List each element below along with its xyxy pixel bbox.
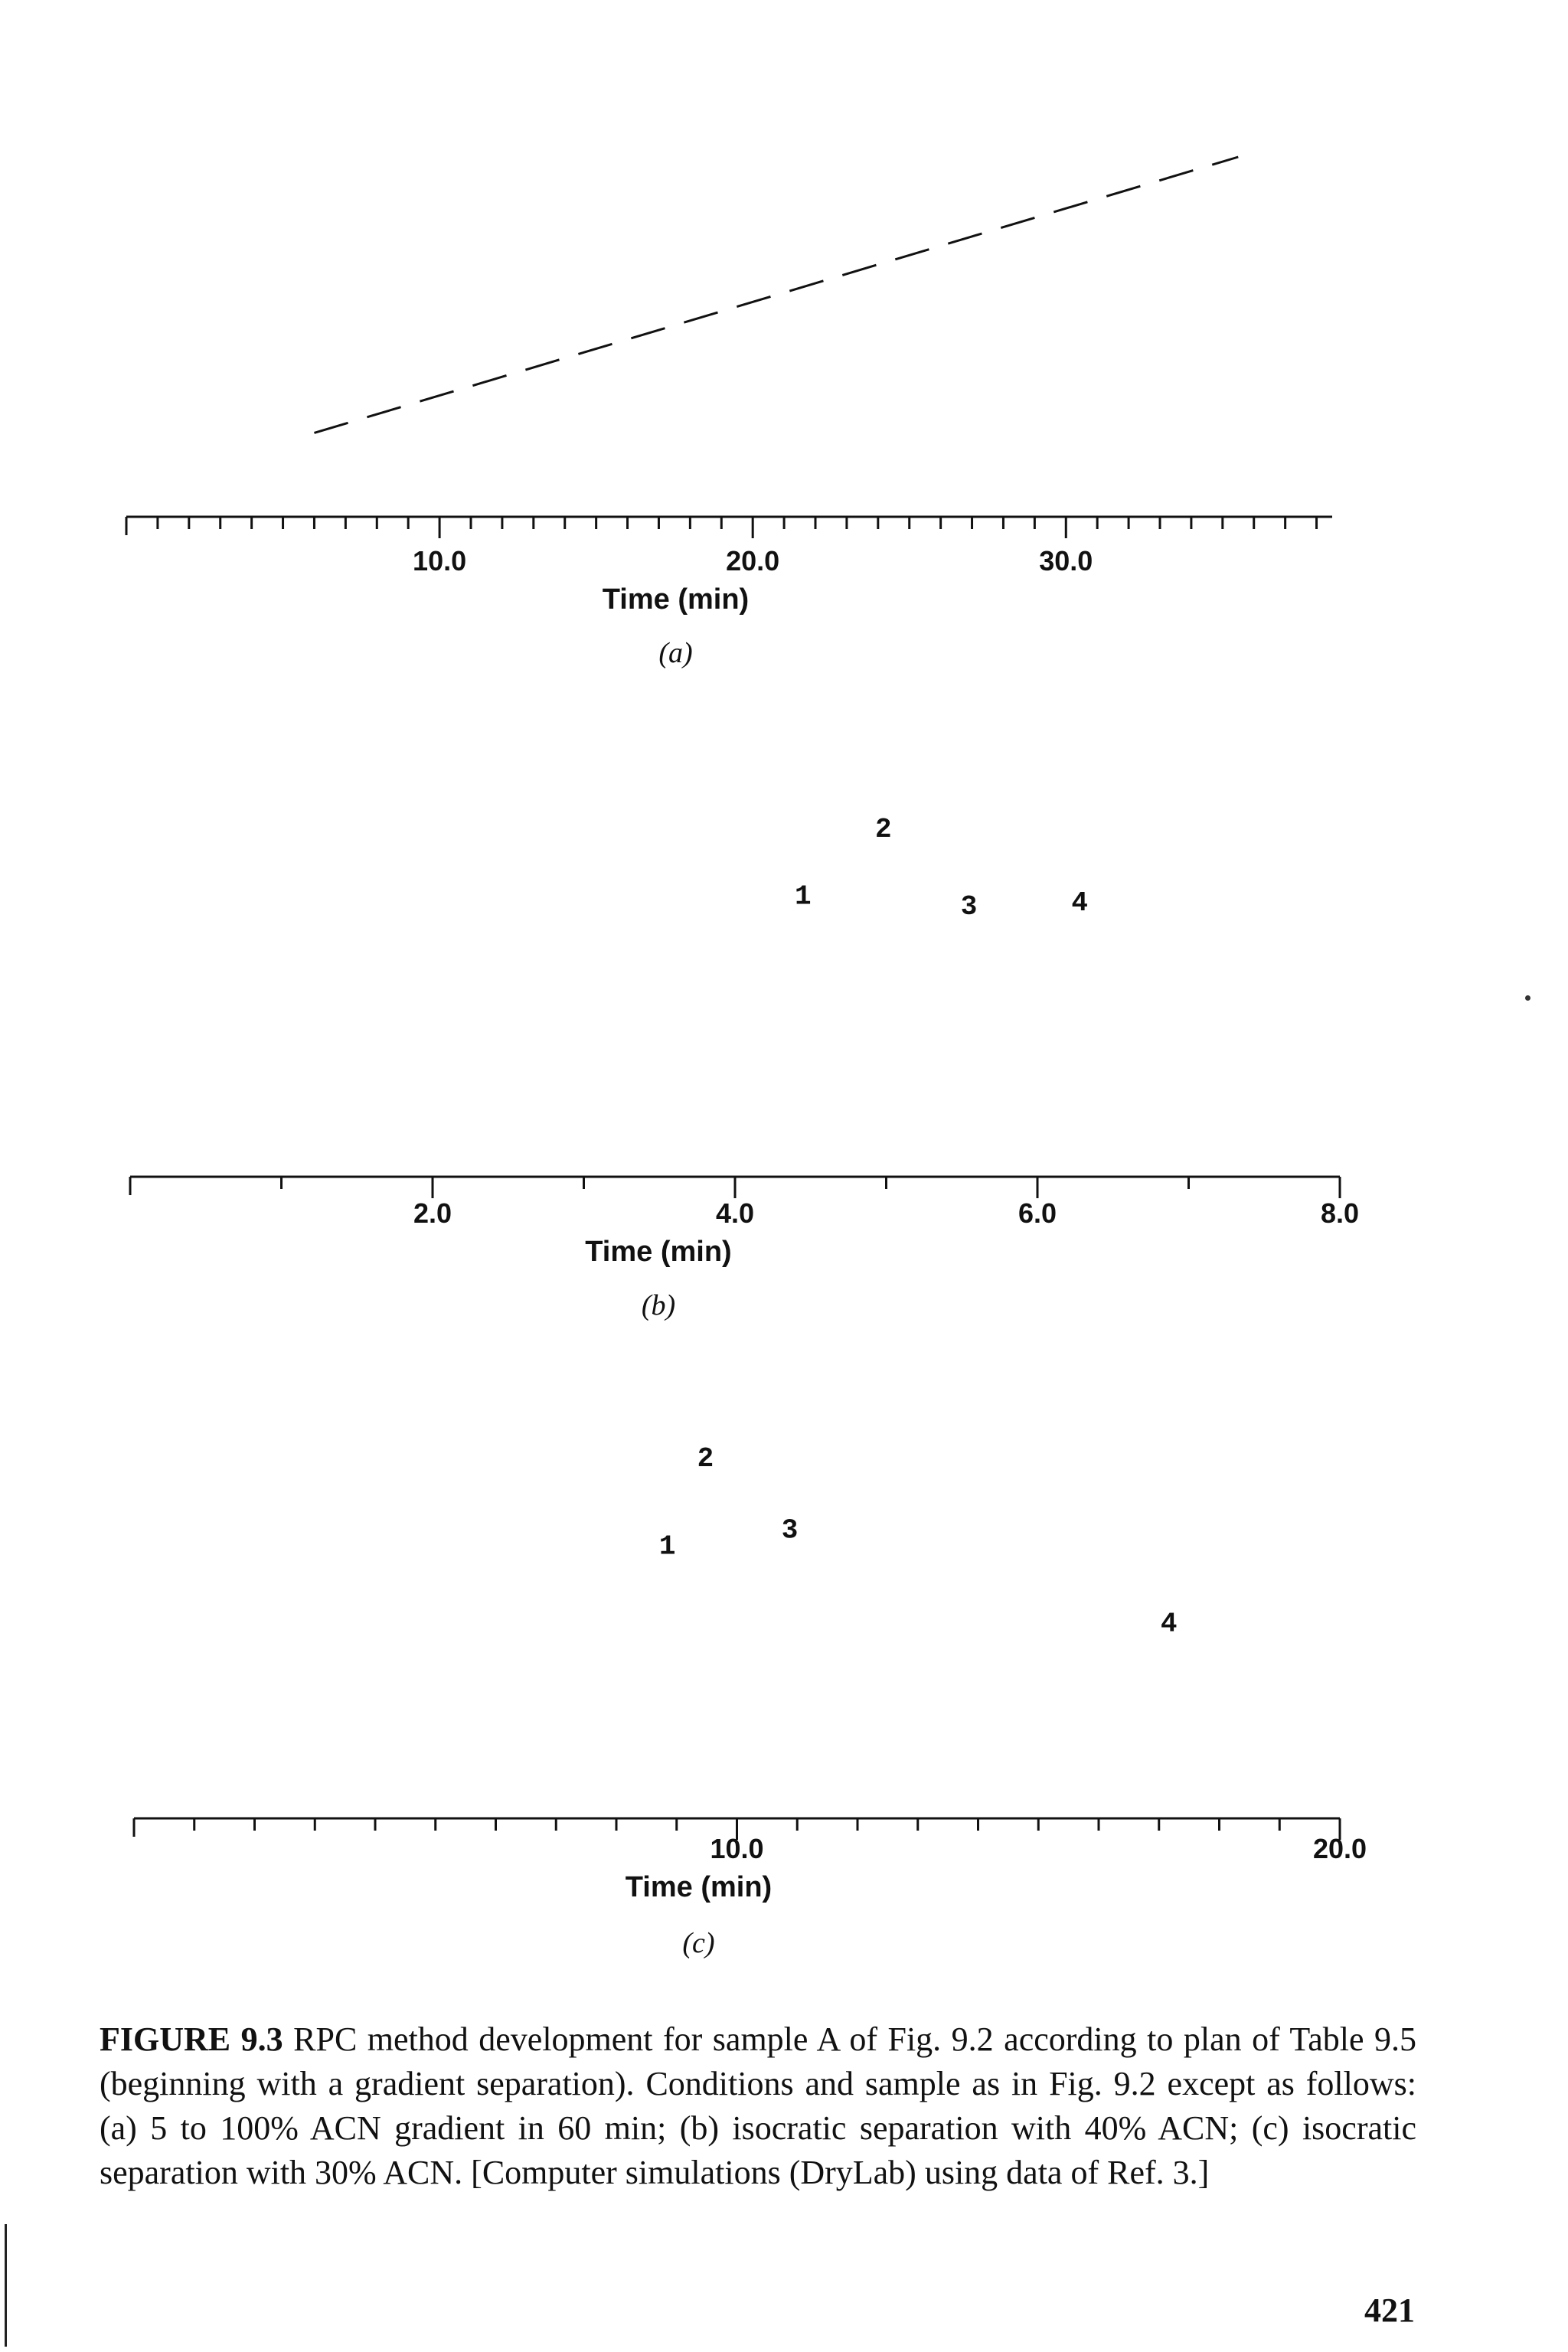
x-tick-label: 10.0 xyxy=(710,1833,763,1864)
panel-label: (b) xyxy=(642,1289,675,1321)
peak-label: 2 xyxy=(875,814,892,845)
x-tick-label: 30.0 xyxy=(1039,545,1093,577)
chromatogram-panel-b: 2.0 4.0 6.0 8.0 Time (min) (b) 1 2 3 4 xyxy=(130,814,1359,1321)
page-number: 421 xyxy=(1364,2292,1415,2329)
peak-label: 3 xyxy=(961,891,978,923)
chromatogram-figure: 10.0 20.0 30.0 Time (min) (a) 2.0 4.0 6.0 8.0 Tim… xyxy=(0,0,1367,1959)
x-axis-title: Time (min) xyxy=(603,583,749,616)
x-tick-label: 2.0 xyxy=(413,1197,452,1229)
chromatogram-panel-a: 10.0 20.0 30.0 Time (min) (a) xyxy=(126,157,1332,669)
binding-edge-mark xyxy=(5,2224,7,2347)
chromatogram-panel-c: 10.0 20.0 Time (min) (c) 1 2 3 4 xyxy=(134,1443,1367,1959)
figure-caption: FIGURE 9.3 RPC method development for sa… xyxy=(100,2017,1416,2195)
x-tick-label: 4.0 xyxy=(716,1197,754,1229)
peak-label: 4 xyxy=(1161,1608,1178,1639)
x-tick-label: 6.0 xyxy=(1018,1197,1057,1229)
caption-text: RPC method development for sample A of F… xyxy=(100,2020,1417,2191)
caption-figure-number: FIGURE 9.3 xyxy=(100,2020,283,2058)
x-axis-title: Time (min) xyxy=(585,1236,731,1268)
x-tick-label: 8.0 xyxy=(1321,1197,1359,1229)
x-axis-title: Time (min) xyxy=(626,1871,772,1903)
x-tick-label: 20.0 xyxy=(726,545,779,577)
peak-label: 2 xyxy=(697,1443,714,1475)
peak-label: 1 xyxy=(659,1531,676,1563)
peak-label: 3 xyxy=(782,1514,799,1546)
panel-label: (c) xyxy=(682,1927,714,1959)
scan-speck xyxy=(1525,995,1530,1001)
peak-label: 4 xyxy=(1071,887,1088,919)
gradient-profile-line xyxy=(314,155,1239,434)
peak-label: 1 xyxy=(795,881,812,913)
x-tick-label: 20.0 xyxy=(1313,1833,1367,1864)
panel-label: (a) xyxy=(658,637,692,669)
x-tick-label: 10.0 xyxy=(413,545,466,577)
